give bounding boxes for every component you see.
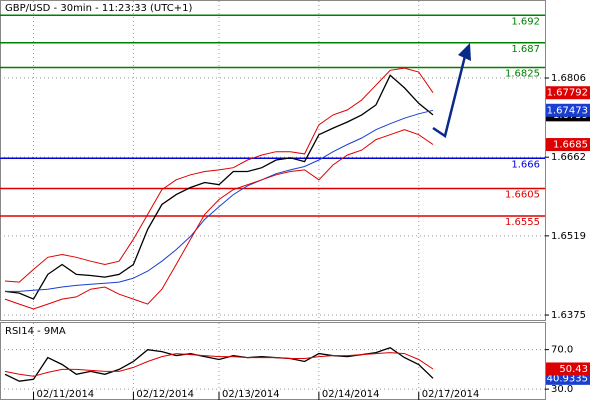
chart-title: GBP/USD - 30min - 11:23:33 (UTC+1) [5, 3, 192, 14]
last-value-label: 40.9335 [547, 373, 588, 384]
last-value-label: 1.67792 [547, 88, 588, 99]
x-tick-label: 02/14/2014 [322, 389, 380, 400]
level-label: 1.666 [511, 159, 540, 170]
series-line [4, 67, 434, 283]
forecast-arrowhead [458, 43, 471, 61]
x-tick-label: 02/11/2014 [37, 389, 95, 400]
last-value-box [546, 362, 590, 376]
level-label: 1.6555 [505, 217, 540, 228]
level-label: 1.6605 [505, 190, 540, 201]
last-value-box [546, 86, 590, 100]
rsi-title: RSI14 - 9MA [5, 326, 66, 337]
level-label: 1.687 [511, 44, 540, 55]
last-value-label: 1.67473 [547, 105, 588, 116]
series-line [4, 352, 434, 377]
x-tick-label: 02/17/2014 [422, 389, 480, 400]
y-tick-label: 1.6519 [551, 231, 586, 242]
level-label: 1.6825 [505, 69, 540, 80]
y-tick-label: 30.0 [551, 384, 573, 395]
x-tick-label: 02/12/2014 [136, 389, 194, 400]
series-line [4, 74, 434, 300]
last-value-box [546, 138, 590, 152]
series-line [5, 109, 434, 292]
forecast-arrow [432, 51, 468, 139]
series-line [4, 129, 434, 310]
last-value-box [546, 103, 590, 117]
last-value-label: 50.43 [559, 364, 588, 375]
y-tick-label: 1.6662 [551, 152, 586, 163]
y-tick-label: 1.6806 [551, 73, 586, 84]
y-tick-label: 70.0 [551, 345, 573, 356]
x-tick-label: 02/13/2014 [222, 389, 280, 400]
price-panel [0, 0, 546, 321]
level-label: 1.692 [511, 16, 540, 27]
y-tick-label: 1.6375 [551, 310, 586, 321]
last-value-label: 1.6685 [553, 140, 588, 151]
